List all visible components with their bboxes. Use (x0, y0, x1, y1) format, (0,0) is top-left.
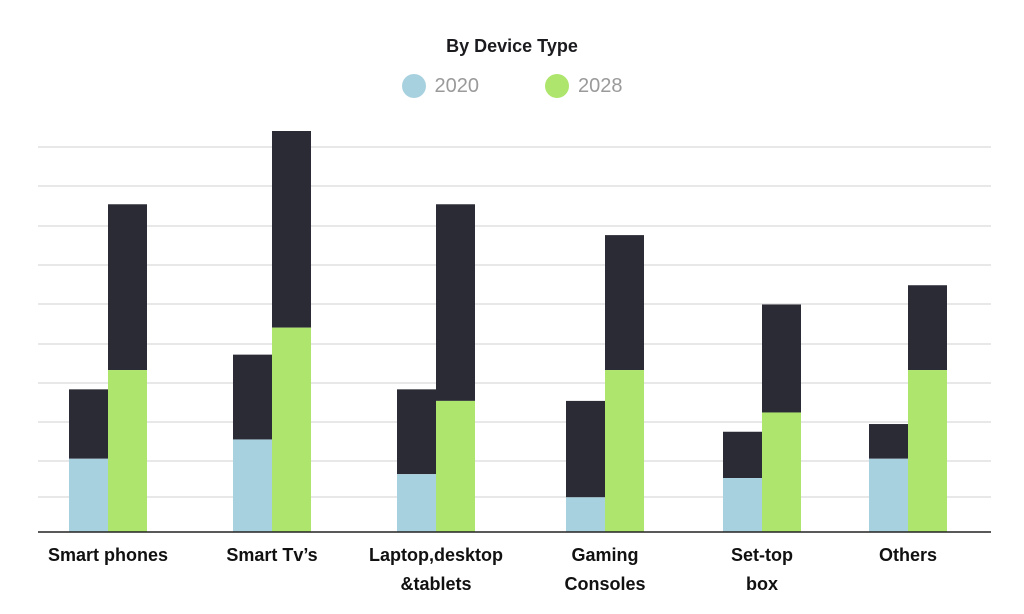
x-tick-label-5: Others (879, 545, 937, 565)
bar-2020-5 (869, 458, 908, 532)
legend-label-2028: 2028 (578, 74, 623, 97)
bar-stack-top-2020-4 (723, 431, 762, 479)
x-tick-label-line: Consoles (564, 574, 645, 594)
chart-title: By Device Type (446, 36, 578, 56)
bar-stack-top-2020-1 (233, 354, 272, 440)
x-tick-label-line: &tablets (400, 574, 471, 594)
bar-stack-top-2028-0 (108, 204, 147, 371)
x-tick-label-1: Smart Tv’s (226, 545, 317, 565)
bar-2020-4 (723, 478, 762, 532)
bar-2028-4 (762, 412, 801, 532)
bar-2028-3 (605, 370, 644, 532)
legend: 2020 2028 (0, 74, 1024, 98)
x-tick-label-line: Smart phones (48, 545, 168, 565)
bar-stack-top-2028-3 (605, 235, 644, 371)
bar-stack-top-2020-2 (397, 389, 436, 475)
bar-stack-top-2028-1 (272, 131, 311, 328)
x-tick-label-4: Set-top box (731, 545, 793, 594)
legend-item-2020: 2020 (401, 74, 480, 98)
x-tick-label-line: Smart Tv’s (226, 545, 317, 565)
bar-2020-0 (69, 458, 108, 532)
x-tick-label-line: Others (879, 545, 937, 565)
legend-item-2028: 2028 (545, 74, 623, 98)
bar-2020-3 (566, 497, 605, 532)
legend-swatch-2020 (401, 74, 426, 98)
bar-stack-top-2028-5 (908, 285, 947, 371)
bar-stack-top-2020-0 (69, 389, 108, 459)
bar-stack-top-2020-3 (566, 400, 605, 498)
bar-2028-5 (908, 370, 947, 532)
x-tick-label-line: Set-top (731, 545, 793, 565)
bar-stack-top-2028-4 (762, 304, 801, 413)
x-tick-label-line: Gaming (571, 545, 638, 565)
x-tick-label-line: Laptop,desktop (369, 545, 503, 565)
x-tick-label-line: box (746, 574, 778, 594)
legend-label-2020: 2020 (434, 74, 480, 97)
bar-2020-1 (233, 439, 272, 532)
bar-stack-top-2020-5 (869, 424, 908, 459)
bar-2020-2 (397, 474, 436, 532)
legend-swatch-2028 (545, 74, 569, 98)
bar-2028-0 (108, 370, 147, 532)
bar-2028-1 (272, 327, 311, 532)
x-tick-label-3: Gaming Consoles (564, 545, 645, 594)
bar-2028-2 (436, 400, 475, 532)
bar-stack-top-2028-2 (436, 204, 475, 401)
x-tick-label-0: Smart phones (48, 545, 168, 565)
x-tick-label-2: Laptop,desktop &tablets (369, 545, 503, 594)
